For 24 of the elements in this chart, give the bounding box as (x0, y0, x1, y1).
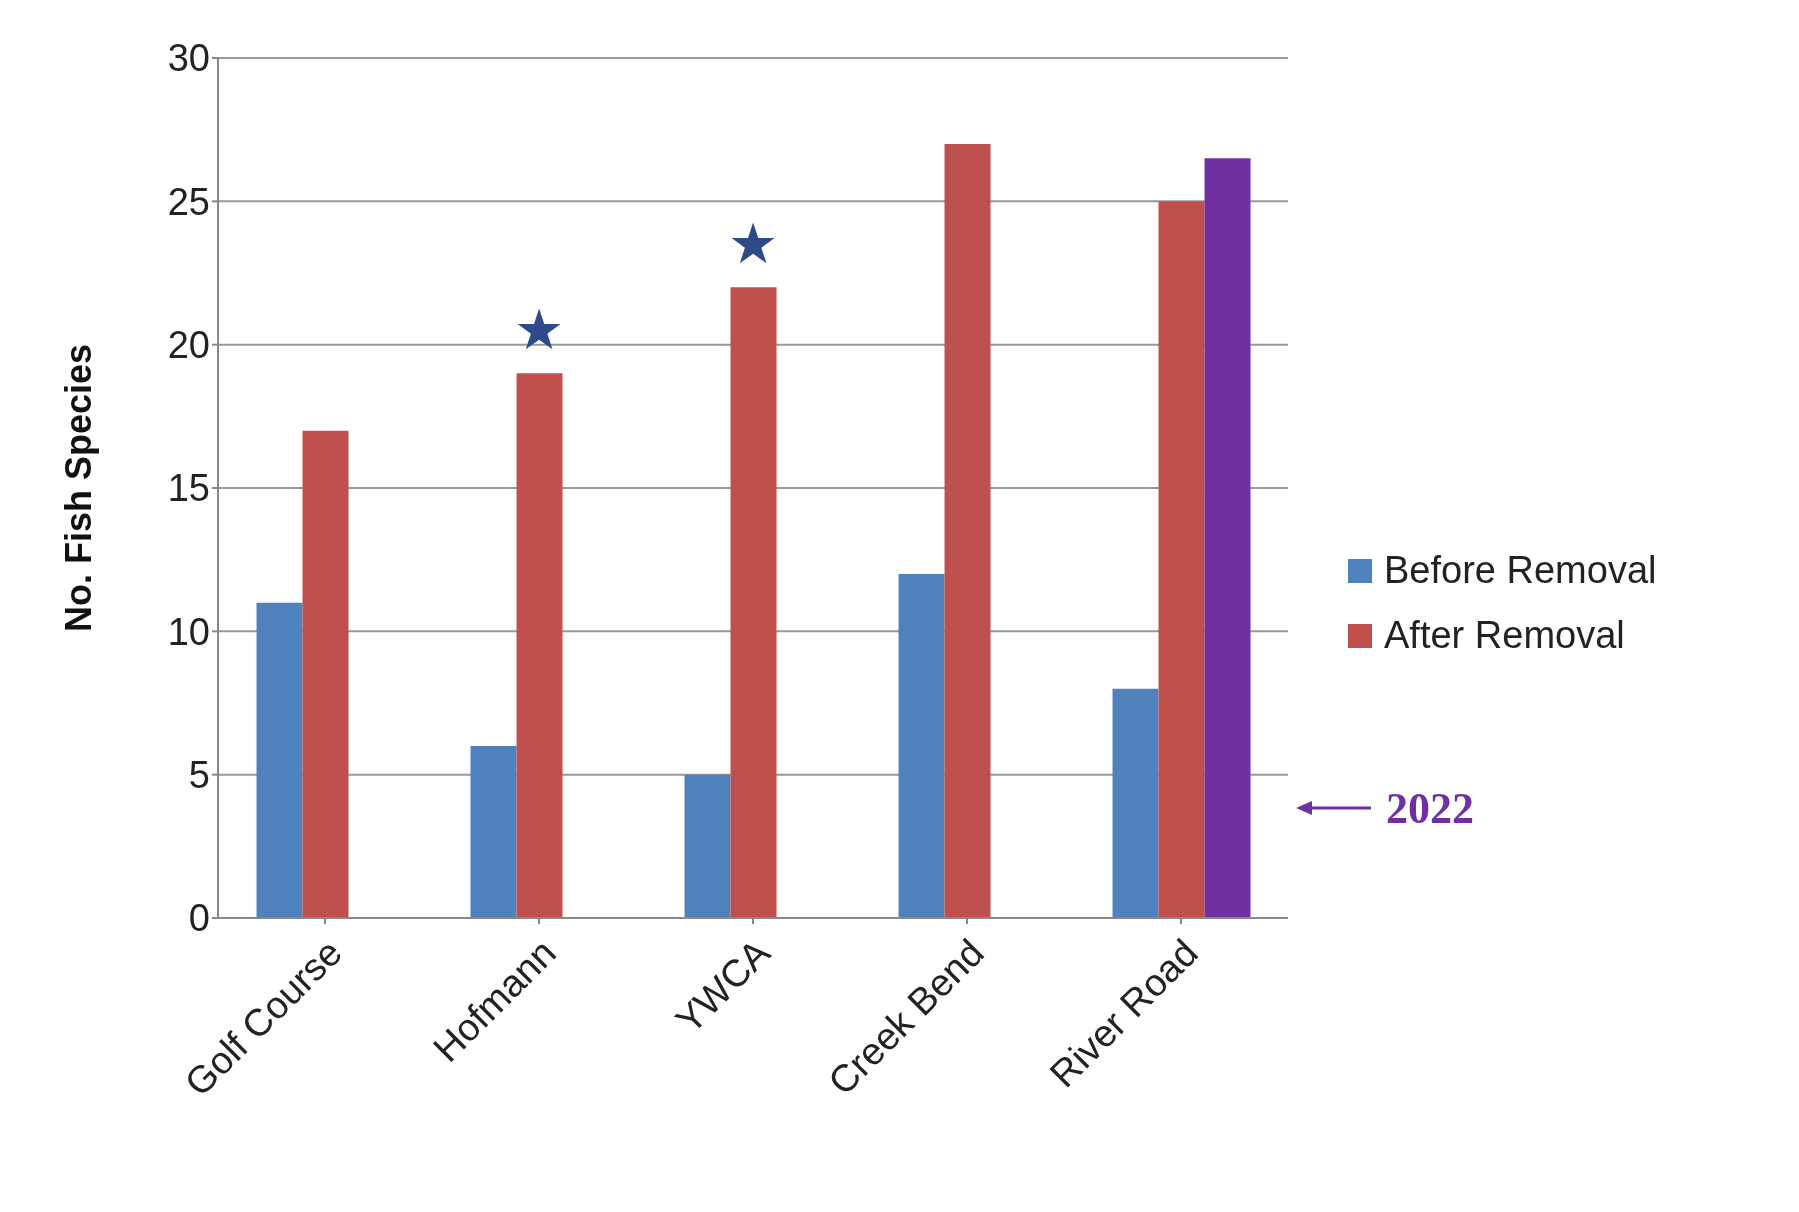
y-tick-label: 10 (167, 610, 210, 653)
bar (256, 602, 303, 918)
bar (1204, 158, 1251, 918)
y-tick-label: 5 (188, 754, 210, 797)
y-tick-label: 15 (167, 467, 210, 510)
annotation: ★ (727, 210, 779, 276)
text: 2022 (1386, 783, 1474, 833)
bar (302, 430, 349, 918)
annotation: ★ (513, 296, 565, 362)
bar (944, 144, 991, 918)
bar (730, 287, 777, 918)
y-tick-label: 20 (167, 324, 210, 367)
bar (516, 373, 563, 918)
legend-label: Before Removal (1384, 549, 1657, 592)
bar (1112, 688, 1159, 918)
y-axis-title: No. Fish Species (57, 343, 99, 633)
legend-label: After Removal (1384, 614, 1625, 657)
y-tick-label: 0 (188, 897, 210, 940)
bar (898, 574, 945, 918)
bar (1158, 201, 1205, 918)
y-tick-label: 30 (167, 37, 210, 80)
y-tick-label: 25 (167, 180, 210, 223)
bar (470, 746, 517, 918)
bar (684, 774, 731, 918)
